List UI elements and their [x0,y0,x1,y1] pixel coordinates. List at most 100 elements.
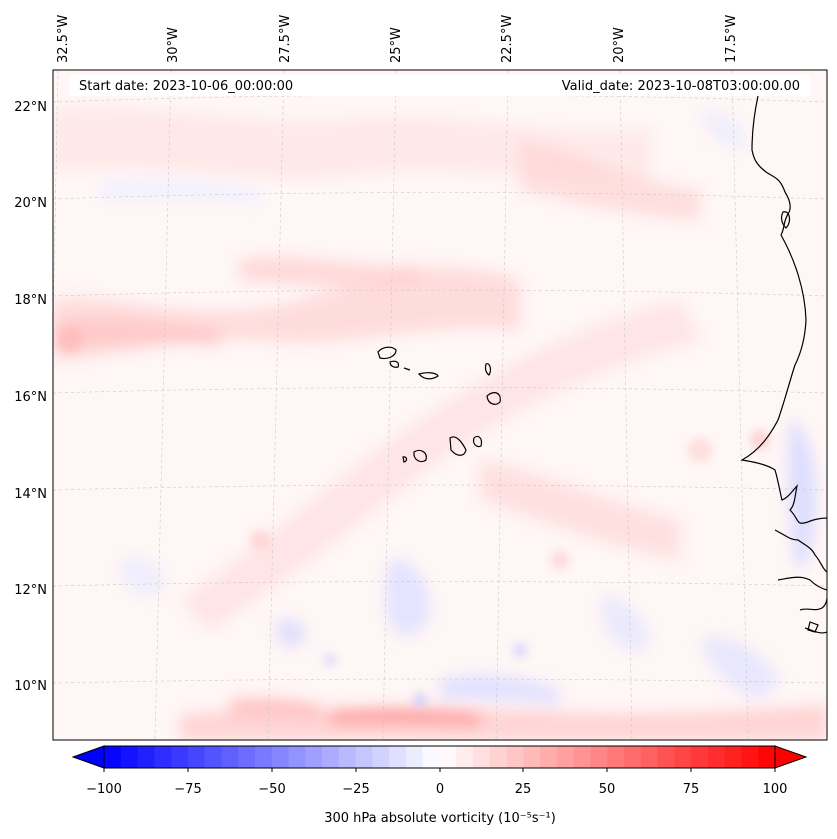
vorticity-positive-area [250,530,270,550]
colorbar-cell [523,746,541,768]
coastal-island [807,621,819,633]
vorticity-negative-area [100,178,260,205]
africa-coastline [777,576,827,591]
colorbar-cell [590,746,608,768]
colorbar-cell [674,746,692,768]
lon-label: 25°W [389,27,404,63]
vorticity-negative-area [600,597,650,651]
vorticity-positive-area [750,430,770,450]
colorbar-cell [221,746,239,768]
vorticity-negative-area [384,559,431,636]
cape-verde-island [389,360,400,368]
lat-gridline [53,192,827,200]
lon-label: 30°W [166,27,181,63]
colorbar-tick-label: 75 [683,782,700,797]
colorbar-cell [137,746,155,768]
colorbar-cell [422,746,441,768]
colorbar-cell [489,746,508,768]
colorbar-cell [271,746,290,768]
lat-label: 12°N [14,583,47,598]
cape-verde-island [484,363,492,376]
vorticity-positive-area [551,551,569,569]
colorbar-tick-label: 50 [599,782,616,797]
colorbar-tick-label: 25 [515,782,532,797]
colorbar-cell [322,746,340,768]
colorbar-cell [506,746,524,768]
lon-label: 20°W [612,27,627,63]
lon-gridline [619,70,633,740]
lon-gridline [495,70,509,740]
lon-gridline [731,70,749,740]
cape-verde-island [403,367,411,371]
colorbar-cell [104,746,122,768]
colorbar-cell [120,746,139,768]
cape-verde-island [417,372,439,380]
colorbar-cell [556,746,575,768]
colorbar-cell [640,746,659,768]
lat-label: 20°N [14,196,47,211]
map-panel[interactable]: Start date: 2023-10-06_00:00:00 Valid_da… [45,69,828,741]
cape-verde-island [472,435,483,448]
coastlines [377,95,827,634]
vorticity-negative-area [323,653,337,667]
colorbar-ticks [103,768,776,772]
colorbar-tick-label: −75 [174,782,201,797]
map-frame [52,69,828,741]
vorticity-negative-area [119,557,163,596]
longitude-labels: 32.5°W 30°W 27.5°W 25°W 22.5°W 20°W 17.5… [56,15,739,63]
colorbar-cell [372,746,390,768]
colorbar-cell [473,746,491,768]
vorticity-field [53,107,827,740]
colorbar-cell [187,746,206,768]
lat-gridline [53,678,827,684]
cape-verde-island [413,449,427,463]
lon-label: 32.5°W [56,15,71,63]
lon-label: 17.5°W [724,15,739,63]
colorbar-cells [104,746,776,768]
vorticity-negative-area [700,637,780,700]
lat-gridline [53,581,827,587]
colorbar-cell [405,746,424,768]
vorticity-negative-area [512,642,528,658]
start-date-text: Start date: 2023-10-06_00:00:00 [79,79,293,94]
colorbar-cell [741,746,759,768]
colorbar-extend-max [774,745,808,769]
lon-label: 27.5°W [278,15,293,63]
colorbar-cell [338,746,357,768]
colorbar-cell [389,746,407,768]
lon-gridline [154,70,172,740]
colorbar-tick-label: 0 [436,782,444,797]
vorticity-positive-area [480,460,680,560]
colorbar-tick-label: −25 [342,782,369,797]
colorbar-cell [154,746,172,768]
lat-label: 16°N [14,390,47,405]
colorbar-cell [607,746,625,768]
cape-verde-island [377,346,397,360]
vorticity-negative-area [276,619,304,647]
africa-coastline [804,627,827,634]
coastal-island [780,211,791,229]
cape-verde-island [449,436,467,456]
cape-verde-island [486,392,501,405]
cape-verde-island [402,456,408,463]
colorbar-cell [573,746,592,768]
lat-gridline [53,289,827,297]
vorticity-positive-area [58,328,82,352]
vorticity-positive-area [53,107,650,181]
vorticity-positive-area [520,140,700,220]
colorbar-cell [305,746,323,768]
lon-gridline [267,70,285,740]
colorbar-cell [691,746,709,768]
africa-coastline [740,95,827,524]
lat-label: 10°N [14,679,47,694]
colorbar-cell [254,746,273,768]
colorbar-extend-min [71,745,105,769]
africa-coastline [774,529,827,573]
vorticity-positive-area [230,697,320,718]
colorbar-cell [204,746,223,768]
colorbar-cell [657,746,675,768]
valid-date-text: Valid_date: 2023-10-08T03:00:00.00 [562,79,800,94]
colorbar-cell [624,746,642,768]
colorbar-tick-label: 100 [763,782,788,797]
